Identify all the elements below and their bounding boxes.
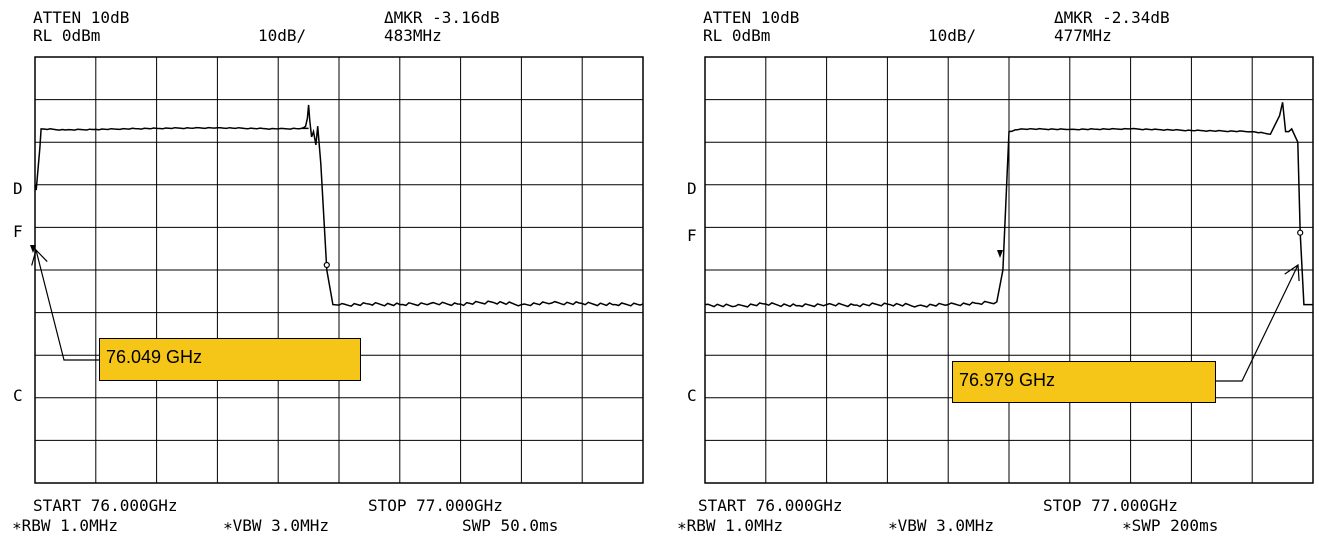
vbw-label: ∗VBW 3.0MHz [888,516,994,535]
callout-arrowhead-left [31,248,48,266]
marker-triangle-right [997,250,1003,258]
start-freq-label: START 76.000GHz [698,496,843,515]
spectrum-screen-left [30,56,644,484]
marker-f-label: F [687,226,697,245]
marker-dot-left [323,261,330,269]
rbw-label: ∗RBW 1.0MHz [677,516,783,535]
spectrum-screen-right [704,56,1314,484]
ref-level-label: RL 0dBm [33,26,101,45]
marker-dot-right [1297,229,1304,236]
spectrum-panel-left: ATTEN 10dB RL 0dBm 10dB/ ΔMKR -3.16dB 48… [12,8,644,535]
stop-freq-label: STOP 77.000GHz [1043,496,1178,515]
start-freq-label: START 76.000GHz [33,496,178,515]
vbw-label: ∗VBW 3.0MHz [223,516,329,535]
frequency-callout: 76.049 GHz [99,338,361,381]
marker-freq-label: 483MHz [384,26,442,45]
sweep-label: SWP 50.0ms [462,516,559,535]
marker-c-label: C [687,386,697,405]
marker-delta-label: ΔMKR -2.34dB [1054,8,1170,27]
sweep-label: ∗SWP 200ms [1122,516,1219,535]
spectrum-panel-right: ATTEN 10dB RL 0dBm 10dB/ ΔMKR -2.34dB 47… [660,0,1319,544]
marker-triangle-left [30,245,36,253]
atten-label: ATTEN 10dB [33,8,130,27]
marker-d-label: D [687,179,697,198]
scale-label: 10dB/ [928,26,977,45]
spectrum-trace-right [704,102,1313,308]
graticule-left [34,56,644,484]
marker-freq-label: 477MHz [1054,26,1112,45]
stop-freq-label: STOP 77.000GHz [368,496,503,515]
marker-f-label: F [13,222,23,241]
scale-label: 10dB/ [258,26,307,45]
rbw-label: ∗RBW 1.0MHz [12,516,118,535]
callout-arrow-left [35,249,99,361]
ref-level-label: RL 0dBm [703,26,771,45]
callout-arrowhead-right [1284,263,1300,282]
callout-arrow-right [1216,264,1299,382]
spectrum-trace-left [34,104,644,308]
marker-delta-label: ΔMKR -3.16dB [384,8,500,27]
marker-d-label: D [13,179,23,198]
frequency-callout: 76.979 GHz [952,361,1216,403]
graticule-right [704,56,1314,484]
atten-label: ATTEN 10dB [703,8,800,27]
marker-c-label: C [13,386,23,405]
